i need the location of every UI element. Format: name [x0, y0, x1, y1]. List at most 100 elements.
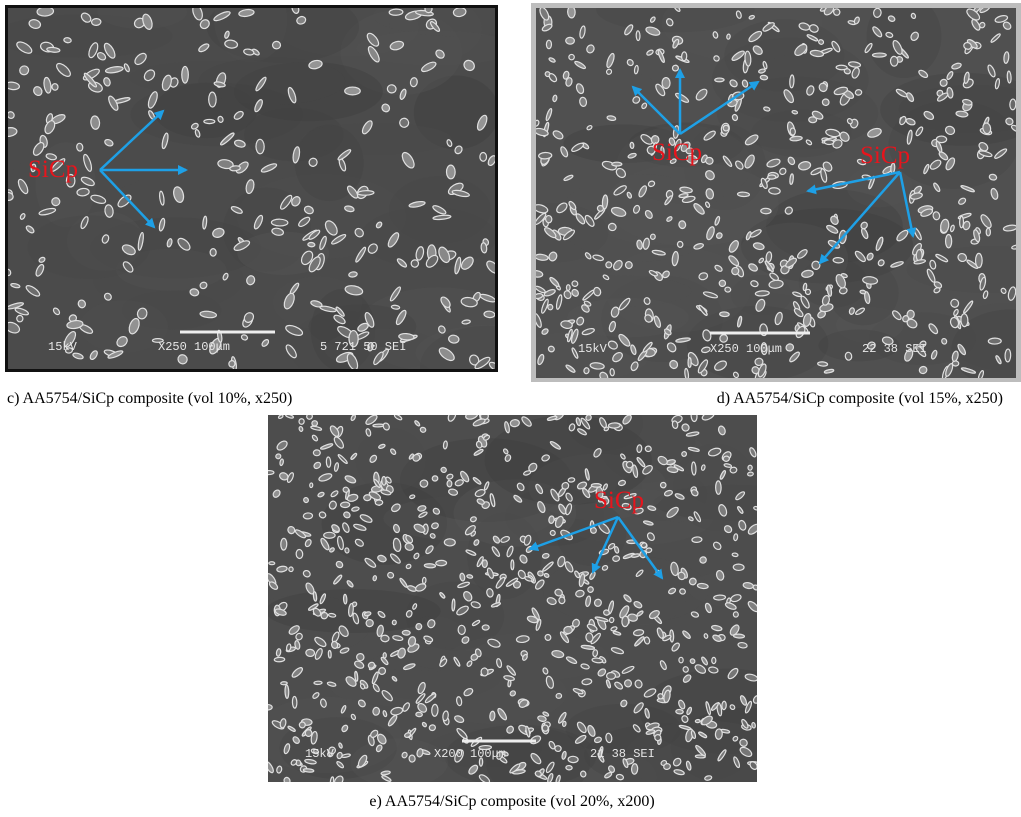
particle	[538, 151, 553, 160]
particle	[412, 603, 418, 610]
particle	[548, 251, 558, 262]
particle	[310, 425, 323, 431]
particle	[486, 588, 494, 598]
particle	[404, 542, 414, 551]
particle	[541, 552, 550, 559]
particles	[8, 8, 495, 369]
particle	[194, 129, 201, 138]
particle	[460, 470, 470, 483]
particle	[679, 588, 686, 595]
particle	[147, 91, 158, 109]
particle	[255, 138, 265, 155]
sem-text: 22 38 SEI	[862, 342, 927, 356]
particle	[376, 733, 387, 745]
particle	[666, 466, 679, 474]
particle	[862, 276, 879, 285]
particle	[747, 523, 757, 535]
particle	[737, 641, 748, 649]
particle	[564, 561, 574, 573]
particle	[576, 721, 587, 734]
particle	[268, 703, 273, 711]
particle	[643, 636, 651, 645]
particle	[233, 240, 251, 251]
particle	[354, 227, 364, 238]
particle	[674, 493, 685, 500]
particle	[570, 328, 579, 344]
particle	[881, 336, 894, 346]
particle	[700, 464, 706, 471]
particle	[565, 764, 573, 771]
particle	[313, 680, 323, 686]
particle	[584, 468, 590, 481]
particle	[354, 660, 365, 669]
particle	[304, 758, 317, 765]
particle	[817, 310, 827, 319]
particle	[657, 455, 668, 466]
particle	[371, 671, 379, 685]
particle	[910, 31, 919, 41]
particle	[963, 300, 974, 314]
particle	[729, 624, 740, 636]
particle	[137, 231, 144, 251]
particle	[431, 522, 439, 530]
particle	[542, 561, 554, 572]
particle	[713, 594, 727, 601]
particle	[363, 611, 372, 617]
particle	[818, 39, 825, 45]
particle	[575, 589, 585, 598]
particle	[565, 36, 575, 45]
particle	[623, 679, 633, 688]
particle	[602, 483, 608, 491]
particle	[25, 285, 41, 297]
particle	[601, 194, 609, 210]
particle	[348, 271, 358, 278]
particle	[674, 138, 682, 152]
particle	[1007, 286, 1016, 301]
particle	[506, 665, 516, 676]
particle	[284, 684, 290, 699]
particle	[554, 515, 564, 528]
particle	[344, 205, 355, 213]
particle	[565, 503, 573, 516]
particle	[327, 612, 337, 618]
particle	[496, 658, 503, 669]
particle	[739, 695, 748, 706]
particle	[424, 693, 437, 704]
particle	[367, 45, 380, 63]
particle	[906, 129, 913, 145]
particle	[960, 367, 977, 374]
particle	[528, 462, 538, 473]
shade	[35, 142, 96, 228]
sem-text: X250 100μm	[158, 340, 230, 354]
particles	[536, 8, 1016, 378]
particle	[33, 86, 43, 97]
particle	[607, 765, 616, 773]
particle	[134, 52, 147, 66]
particle	[826, 284, 833, 297]
particle	[750, 280, 759, 288]
particle	[649, 233, 656, 240]
particle	[104, 204, 114, 218]
shade	[268, 594, 371, 656]
particle	[228, 359, 236, 368]
particle	[512, 580, 522, 589]
particle	[224, 30, 230, 39]
shade	[835, 306, 904, 344]
particle	[785, 257, 798, 268]
particle	[421, 576, 427, 585]
particle	[892, 39, 903, 55]
particle	[369, 454, 378, 463]
particle	[287, 525, 296, 535]
particle	[536, 293, 544, 300]
particle	[302, 569, 311, 578]
particle	[735, 491, 746, 501]
particle	[731, 113, 739, 122]
particle	[373, 351, 384, 366]
shade	[880, 72, 1016, 146]
particle	[906, 92, 915, 103]
particle	[161, 132, 169, 150]
particle	[621, 665, 635, 674]
particle	[747, 600, 757, 613]
particle	[632, 464, 639, 479]
particle	[506, 545, 514, 558]
